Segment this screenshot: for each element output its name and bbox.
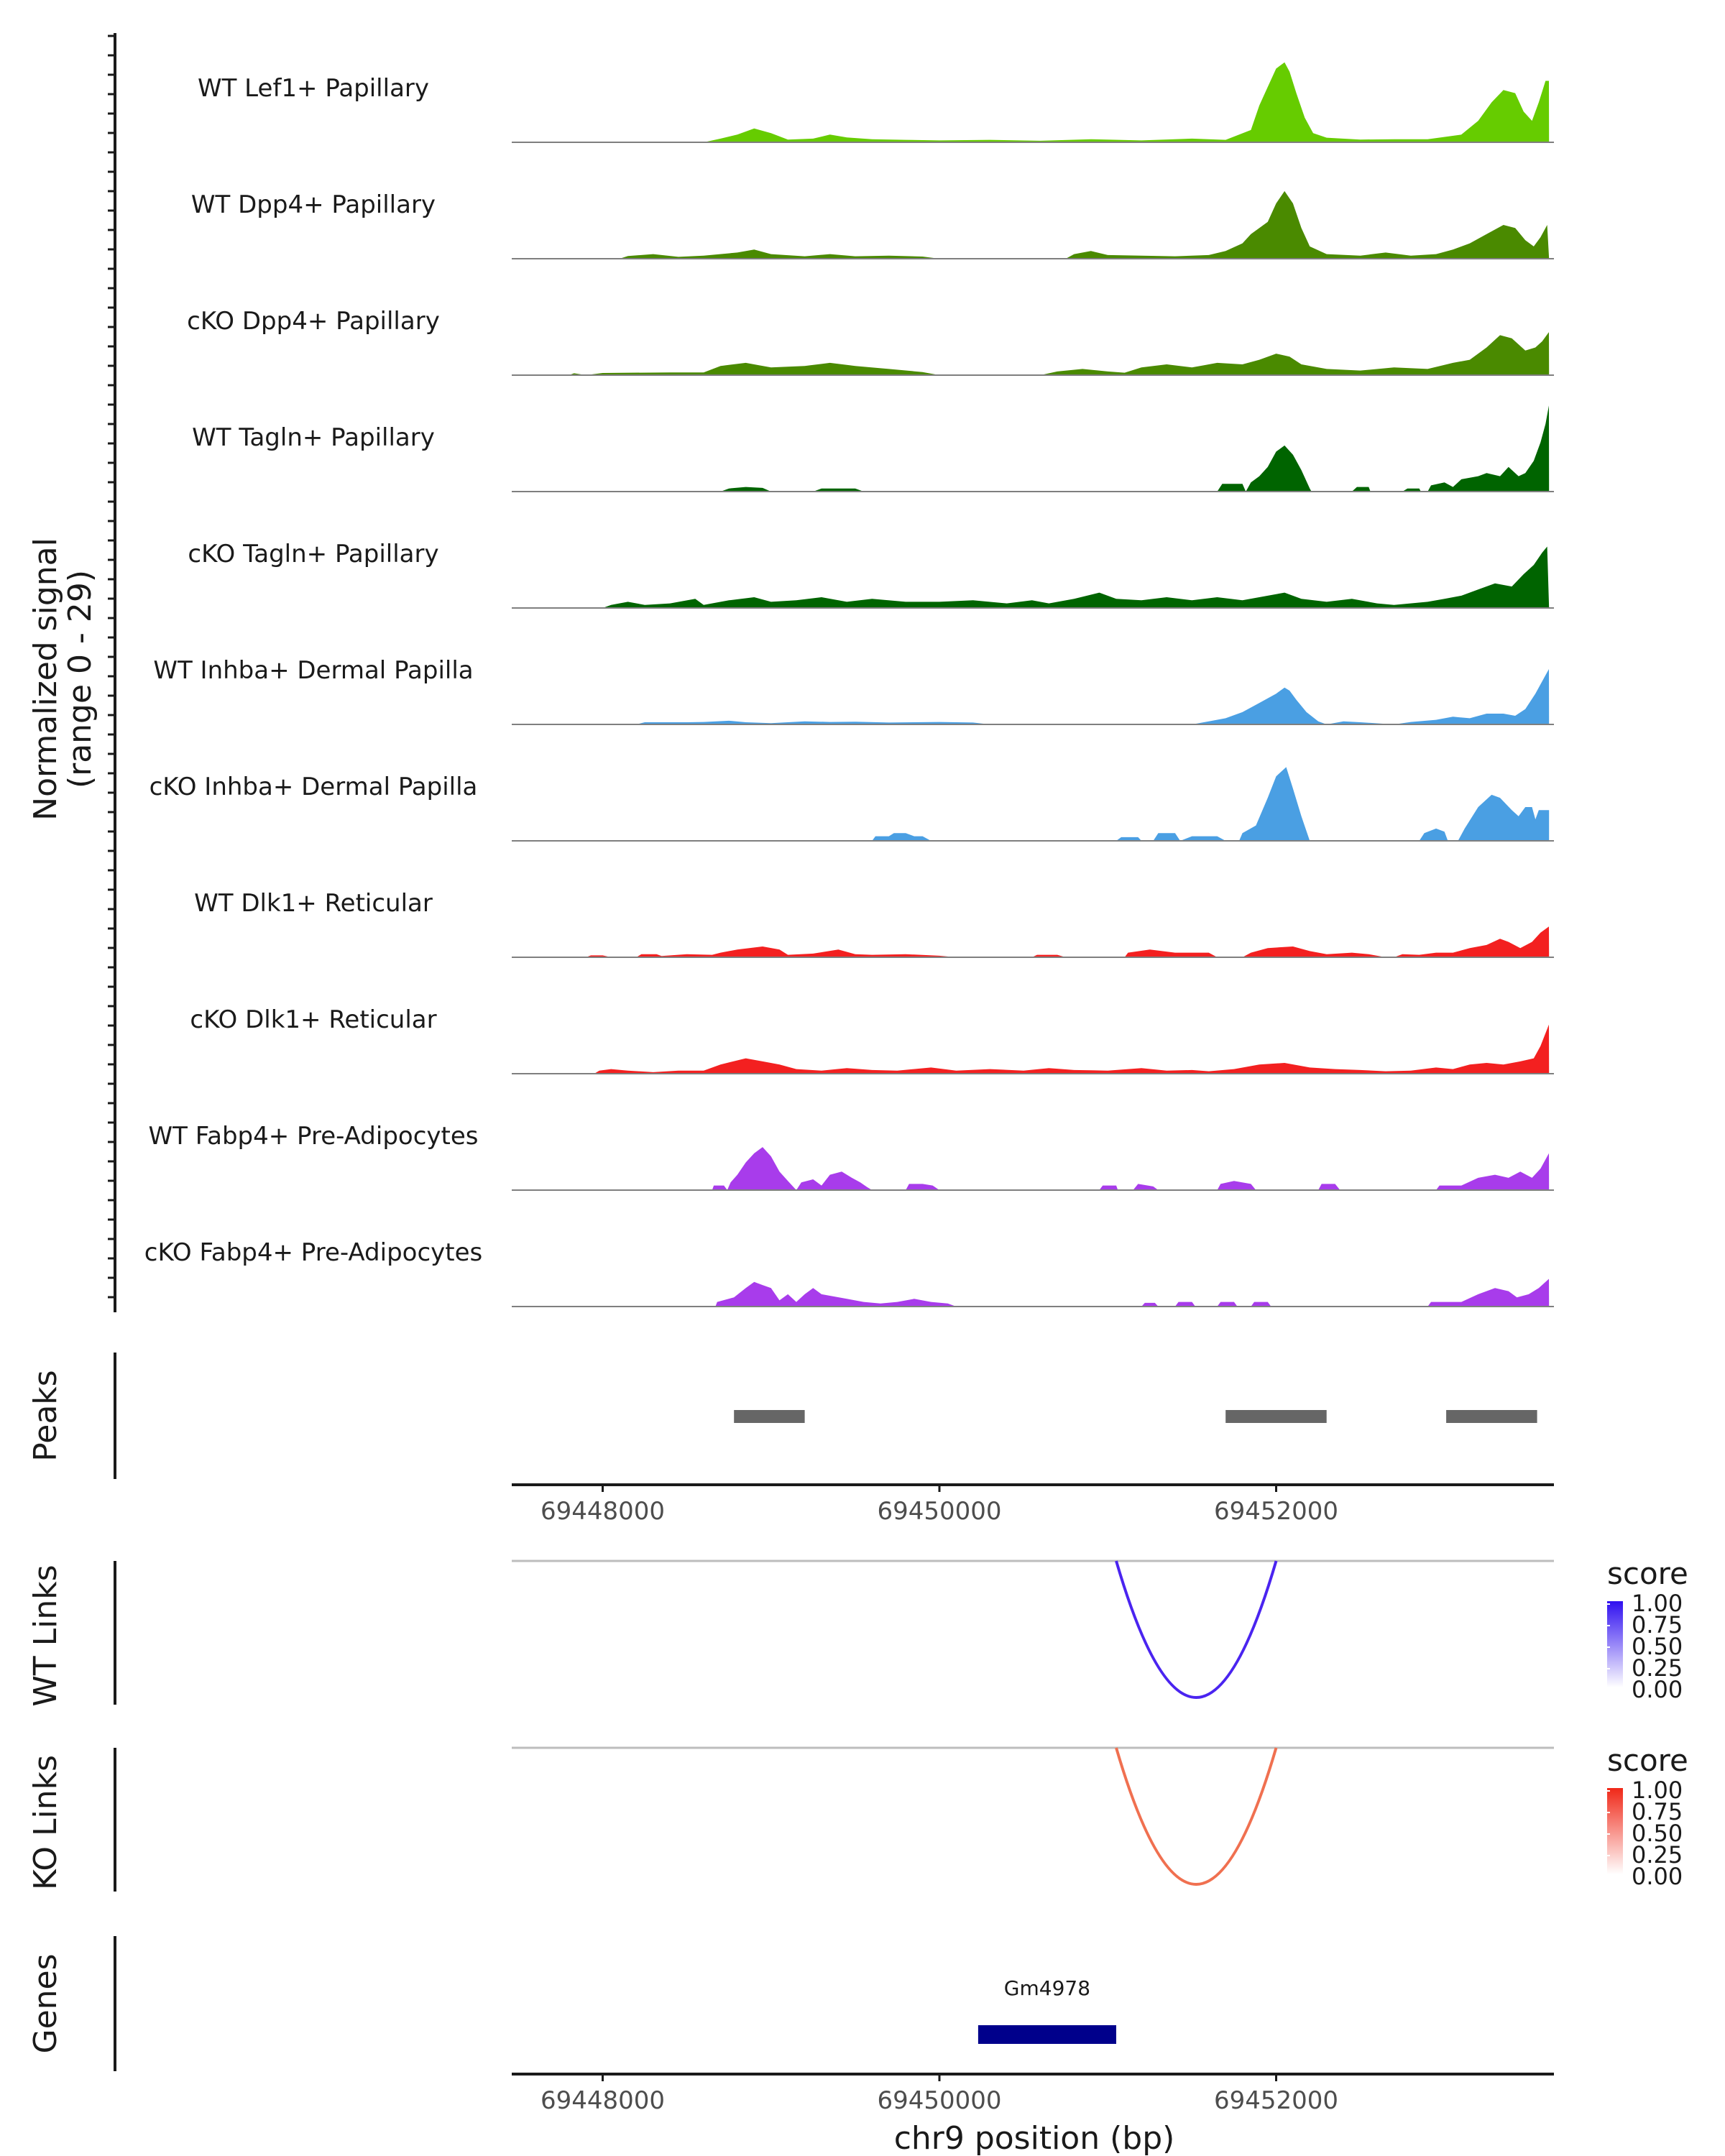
- signal-track-area: [636, 669, 1550, 724]
- signal-track-label: WT Fabp4+ Pre-Adipocytes: [149, 1122, 479, 1151]
- signal-track-label: cKO Dpp4+ Papillary: [187, 307, 440, 336]
- x-axis-top: 69448000 69450000 69452000: [512, 1483, 1554, 1526]
- signal-y-axis-label-line1: Normalized signal: [27, 538, 64, 821]
- x-axis-top-tick-label: 69450000: [877, 1497, 1001, 1526]
- links-legend-title: score: [1607, 1556, 1688, 1591]
- signal-track-area: [602, 546, 1550, 608]
- signal-track-area: [712, 1147, 1550, 1190]
- signal-track-label: cKO Inhba+ Dermal Papilla: [150, 773, 478, 801]
- signal-panel: Normalized signal(range 0 - 29) WT Lef1+ …: [27, 33, 1554, 1312]
- signal-track-area: [704, 62, 1550, 142]
- links-legend-tick-label: 0.00: [1632, 1863, 1683, 1890]
- gene-body-bar: [978, 2025, 1116, 2044]
- links-legend-tick-label: 1.00: [1632, 1777, 1683, 1804]
- signal-track: WT Dpp4+ Papillary: [191, 190, 1554, 259]
- signal-track: WT Dlk1+ Reticular: [194, 889, 1554, 958]
- x-axis-top-tick-label: 69448000: [540, 1497, 665, 1526]
- x-axis-bottom-tick-label: 69452000: [1214, 2086, 1338, 2115]
- signal-track-label: WT Tagln+ Papillary: [192, 423, 435, 452]
- signal-track: cKO Inhba+ Dermal Papilla: [150, 767, 1554, 842]
- signal-y-axis-label-line2: (range 0 - 29): [62, 570, 98, 788]
- x-axis-title: chr9 position (bp): [894, 2120, 1175, 2156]
- x-axis-bottom-tick-label: 69448000: [540, 2086, 665, 2115]
- links-legend-colorbar: [1607, 1788, 1623, 1874]
- signal-track-area: [715, 1279, 1550, 1307]
- peak-bar: [734, 1410, 805, 1423]
- links-legend-tick-label: 0.75: [1632, 1611, 1683, 1639]
- x-axis-bottom-tick-label: 69450000: [877, 2086, 1001, 2115]
- signal-track-label: cKO Dlk1+ Reticular: [190, 1005, 436, 1034]
- links-legend-tick-label: 0.00: [1632, 1676, 1683, 1703]
- signal-track-area: [569, 332, 1550, 375]
- peaks-label: Peaks: [27, 1370, 64, 1461]
- link-arc: [1115, 1560, 1278, 1699]
- signal-track: cKO Tagln+ Papillary: [188, 540, 1554, 609]
- signal-track-label: WT Dpp4+ Papillary: [191, 190, 436, 219]
- x-axis-bottom: 69448000 69450000 69452000 chr9 position (b…: [512, 2073, 1554, 2156]
- signal-track: WT Fabp4+ Pre-Adipocytes: [149, 1122, 1554, 1191]
- signal-track-area: [586, 926, 1550, 957]
- links-legend-tick-label: 0.25: [1632, 1654, 1683, 1682]
- signal-track: cKO Dlk1+ Reticular: [190, 1005, 1554, 1074]
- genes-label: Genes: [27, 1953, 64, 2053]
- links-legend-colorbar: [1607, 1601, 1623, 1687]
- signal-track-label: WT Lef1+ Papillary: [198, 74, 429, 103]
- signal-track-area: [619, 190, 1550, 259]
- links-legend-tick-label: 0.25: [1632, 1841, 1683, 1869]
- gene-name-label: Gm4978: [1004, 1976, 1090, 2000]
- genes-panel: Genes Gm4978: [27, 1936, 1116, 2071]
- signal-track: cKO Dpp4+ Papillary: [187, 307, 1554, 376]
- links-label: KO Links: [27, 1755, 64, 1890]
- signal-track-label: WT Dlk1+ Reticular: [194, 889, 433, 918]
- links-legend-title: score: [1607, 1743, 1688, 1778]
- links-label: WT Links: [27, 1565, 64, 1706]
- signal-track-label: WT Inhba+ Dermal Papilla: [153, 656, 473, 685]
- signal-track: WT Lef1+ Papillary: [198, 62, 1554, 143]
- signal-track: cKO Fabp4+ Pre-Adipocytes: [144, 1238, 1554, 1307]
- peak-bar: [1446, 1410, 1537, 1423]
- x-axis-top-tick-label: 69452000: [1214, 1497, 1338, 1526]
- links-legend-tick-label: 0.50: [1632, 1820, 1683, 1847]
- links-legend-tick-label: 0.75: [1632, 1798, 1683, 1825]
- peak-bar: [1225, 1410, 1327, 1423]
- signal-track-label: cKO Tagln+ Papillary: [188, 540, 438, 568]
- peaks-panel: Peaks: [27, 1353, 1537, 1479]
- signal-track: WT Inhba+ Dermal Papilla: [153, 656, 1554, 725]
- link-arc: [1115, 1747, 1278, 1886]
- signal-track: WT Tagln+ Papillary: [192, 405, 1554, 492]
- signal-track-area: [720, 405, 1550, 492]
- signal-track-area: [872, 767, 1550, 841]
- links-legend-tick-label: 0.50: [1632, 1633, 1683, 1660]
- signal-track-label: cKO Fabp4+ Pre-Adipocytes: [144, 1238, 483, 1267]
- links-legend-tick-label: 1.00: [1632, 1590, 1683, 1617]
